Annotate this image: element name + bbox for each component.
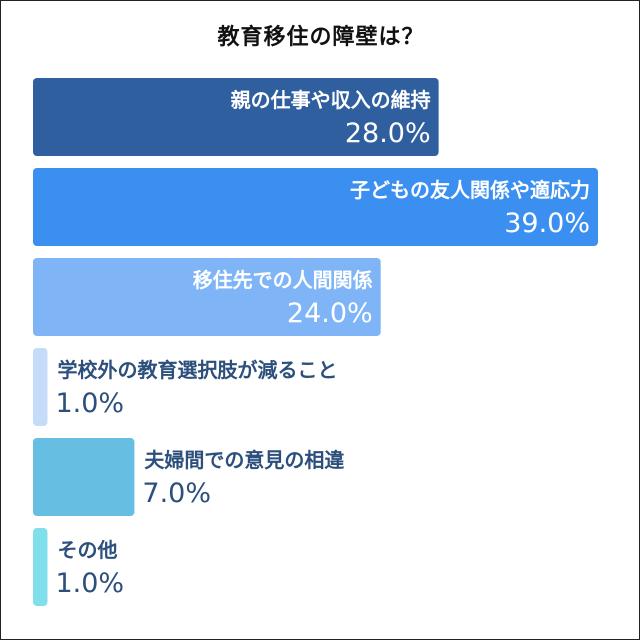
bar-5: [33, 438, 135, 516]
bar-2: [33, 168, 598, 246]
chart-title: 教育移住の障壁は？: [217, 25, 425, 50]
value-label-1: 28.0%: [345, 118, 431, 149]
category-label-4: 学校外の教育選択肢が減ること: [57, 358, 337, 382]
bar-6: [33, 528, 48, 606]
category-label-2: 子どもの友人関係や適応力: [350, 178, 590, 202]
value-label-5: 7.0%: [142, 478, 211, 509]
category-label-3: 移住先での人間関係: [193, 268, 373, 292]
category-label-6: その他: [57, 538, 117, 562]
value-label-2: 39.0%: [504, 208, 590, 239]
bar-4: [33, 348, 48, 426]
value-label-6: 1.0%: [55, 568, 124, 599]
value-label-3: 24.0%: [287, 298, 373, 329]
bar-3: [33, 258, 381, 336]
bar-1: [33, 78, 439, 156]
value-label-4: 1.0%: [55, 388, 124, 419]
category-label-1: 親の仕事や収入の維持: [231, 88, 431, 112]
category-label-5: 夫婦間での意見の相違: [144, 448, 344, 472]
